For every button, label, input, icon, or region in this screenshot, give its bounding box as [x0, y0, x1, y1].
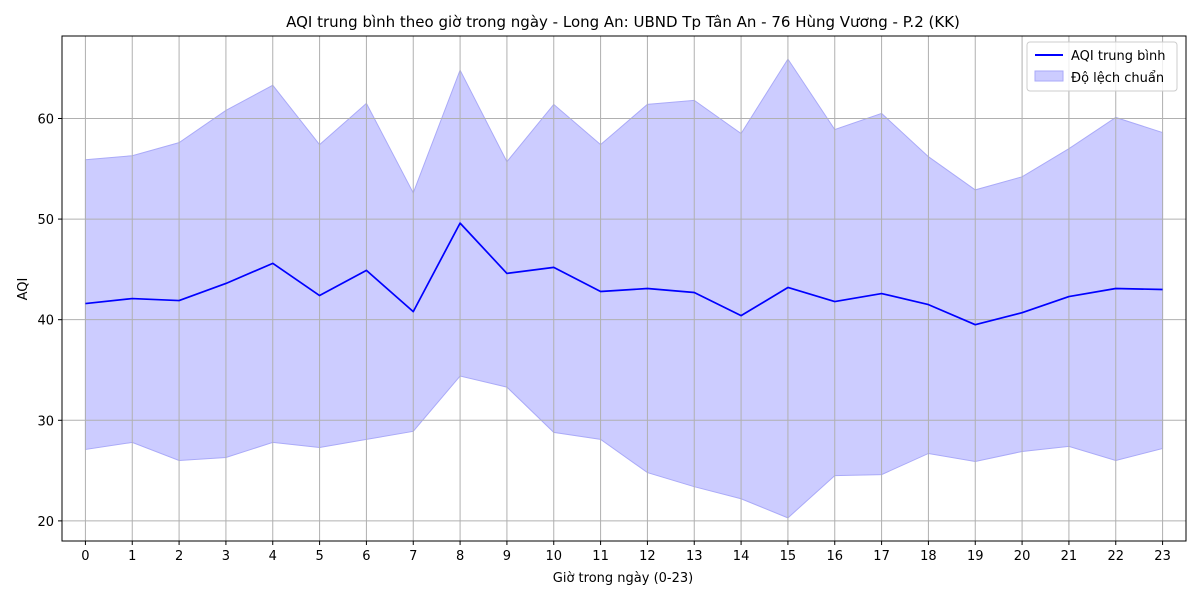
- x-tick-label: 5: [315, 549, 323, 564]
- x-tick-label: 16: [826, 549, 843, 564]
- chart-title: AQI trung bình theo giờ trong ngày - Lon…: [286, 13, 960, 31]
- x-axis-ticks: 0 1 2 3 4 5 6 7 8 9 10 11 12 13 14 15 16 17 18 19 20 21 22 23: [81, 541, 1171, 564]
- legend-label-mean: AQI trung bình: [1071, 49, 1166, 64]
- x-tick-label: 3: [222, 549, 230, 564]
- x-tick-label: 18: [920, 549, 937, 564]
- plot-frame: [61, 35, 1187, 542]
- x-tick-label: 21: [1061, 549, 1078, 564]
- x-tick-label: 10: [545, 549, 562, 564]
- legend-box: [1026, 41, 1178, 92]
- mean-line-layer: [85, 222, 1163, 326]
- x-tick-label: 14: [733, 549, 750, 564]
- x-tick-label: 22: [1107, 549, 1124, 564]
- legend: AQI trung bình Độ lệch chuẩn: [1026, 41, 1178, 92]
- x-tick-label: 13: [686, 549, 703, 564]
- y-axis-ticks: 20 30 40 50 60: [37, 112, 62, 530]
- legend-label-std: Độ lệch chuẩn: [1071, 71, 1164, 86]
- mean-aqi-line: [85, 222, 1163, 326]
- x-tick-label: 9: [503, 549, 511, 564]
- x-tick-label: 7: [409, 549, 417, 564]
- legend-band-swatch: [1034, 70, 1064, 82]
- grid-layer: [62, 36, 1186, 541]
- x-tick-label: 1: [128, 549, 136, 564]
- x-tick-label: 15: [780, 549, 797, 564]
- y-tick-label: 40: [37, 314, 54, 329]
- x-tick-label: 19: [967, 549, 984, 564]
- x-tick-label: 11: [592, 549, 609, 564]
- x-tick-label: 2: [175, 549, 183, 564]
- x-axis-label: Giờ trong ngày (0-23): [553, 571, 693, 586]
- plot-area: [61, 35, 1187, 542]
- y-axis-label: AQI: [16, 278, 31, 301]
- x-tick-label: 8: [456, 549, 464, 564]
- x-tick-label: 20: [1014, 549, 1031, 564]
- x-tick-label: 23: [1154, 549, 1171, 564]
- x-tick-label: 6: [362, 549, 370, 564]
- y-tick-label: 50: [37, 213, 54, 228]
- y-tick-label: 20: [37, 515, 54, 530]
- x-tick-label: 0: [81, 549, 89, 564]
- x-tick-label: 4: [269, 549, 277, 564]
- y-tick-label: 30: [37, 414, 54, 429]
- x-tick-label: 17: [873, 549, 890, 564]
- x-tick-label: 12: [639, 549, 656, 564]
- y-tick-label: 60: [37, 112, 54, 127]
